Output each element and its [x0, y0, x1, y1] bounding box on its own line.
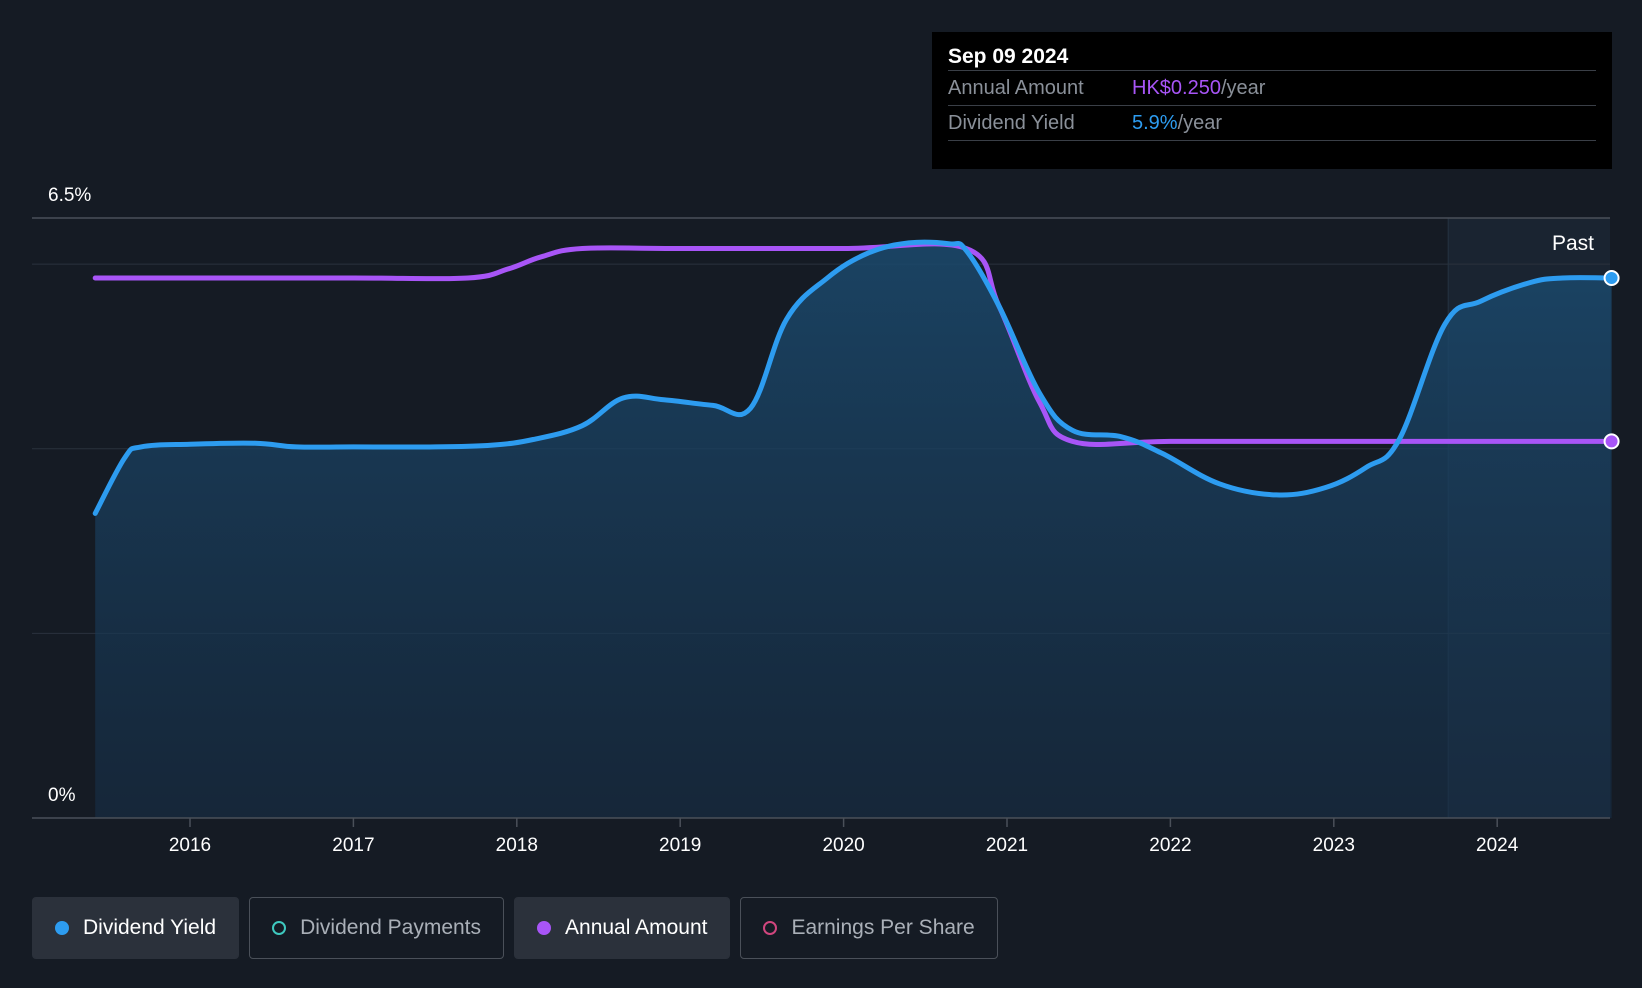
annual-amount-end-marker: [1603, 433, 1620, 450]
y-tick-label: 0%: [48, 785, 76, 806]
legend-dividend-yield-button[interactable]: Dividend Yield: [32, 897, 240, 959]
x-tick-label: 2023: [1313, 835, 1355, 856]
tooltip-row-dividend-yield: Dividend Yield 5.9% /year: [948, 105, 1596, 141]
annual-amount-line: [92, 241, 1615, 447]
legend-dot-icon: [272, 921, 287, 935]
y-tick-label: 6.5%: [48, 185, 91, 206]
legend-annual-amount-button[interactable]: Annual Amount: [514, 897, 731, 959]
dividend-yield-end-marker: [1603, 270, 1620, 286]
legend-dot-icon: [55, 921, 69, 935]
x-tick-label: 2024: [1476, 835, 1519, 856]
dividend-yield-line: [92, 239, 1615, 516]
legend-label: Dividend Payments: [300, 916, 482, 939]
x-tick-label: 2021: [986, 835, 1028, 856]
tooltip-label: Dividend Yield: [948, 112, 1075, 134]
dividend-yield-area: [95, 242, 1612, 819]
x-tick-label: 2017: [332, 835, 374, 856]
tooltip-unit: /year: [1220, 77, 1266, 99]
x-tick-label: 2016: [169, 835, 211, 856]
legend-earnings-per-share-button[interactable]: Earnings Per Share: [740, 897, 998, 959]
tooltip: Sep 09 2024 Annual Amount HK$0.250 /year…: [932, 32, 1612, 169]
legend-dividend-payments-button[interactable]: Dividend Payments: [249, 897, 505, 959]
x-tick-label: 2018: [496, 835, 538, 856]
tooltip-value: 5.9%: [1132, 112, 1178, 134]
legend-label: Earnings Per Share: [791, 916, 975, 939]
tooltip-unit: /year: [1177, 112, 1223, 134]
legend-label: Dividend Yield: [83, 916, 217, 939]
legend-dot-icon: [537, 921, 552, 935]
x-tick-label: 2020: [822, 835, 864, 856]
legend: Dividend Yield Dividend Payments Annual …: [32, 897, 998, 959]
tooltip-value: HK$0.250: [1132, 77, 1221, 99]
x-tick-label: 2022: [1149, 835, 1191, 856]
past-label: Past: [1552, 232, 1594, 255]
legend-label: Annual Amount: [565, 916, 708, 939]
x-tick-label: 2019: [659, 835, 701, 856]
tooltip-row-annual-amount: Annual Amount HK$0.250 /year: [948, 70, 1596, 105]
tooltip-label: Annual Amount: [948, 77, 1084, 99]
legend-dot-icon: [763, 921, 778, 935]
tooltip-date: Sep 09 2024: [948, 45, 1069, 68]
